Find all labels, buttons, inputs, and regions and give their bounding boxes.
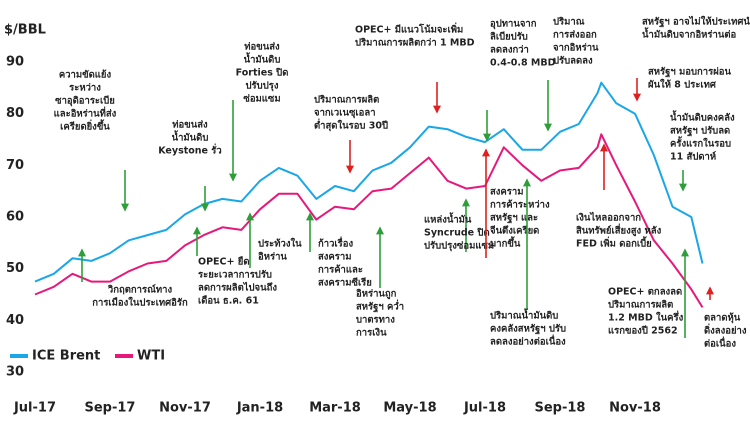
- x-tick-label: Mar-18: [309, 401, 361, 416]
- annotation-text: 11 สัปดาห์: [670, 151, 716, 163]
- annotation-text: อิหร่านถูก: [356, 289, 397, 301]
- y-tick-label: 50: [6, 261, 24, 276]
- annotation-text: มากขึ้น: [490, 236, 521, 250]
- annotation-text: สหรัฐฯ อาจไม่ให้ประเทศนำเข้า: [642, 16, 750, 28]
- y-tick-label: 80: [6, 106, 24, 121]
- annotation-text: สงคราม: [318, 252, 352, 263]
- annotation-text: ลิเบียปรับ: [490, 31, 528, 43]
- y-tick-label: 90: [6, 55, 24, 70]
- annotation-text: ปรับปรุงซ่อมแซม: [424, 240, 494, 252]
- annotation-text: สหรัฐฯ ปรับลด: [670, 125, 730, 137]
- y-tick-label: 70: [6, 158, 24, 173]
- annotation-text: สงคราม: [490, 187, 524, 198]
- annotation-text: น้ำมันดิบจากอิหร่านต่อ: [642, 27, 737, 41]
- y-axis-label: $/BBL: [4, 23, 46, 38]
- annotation-text: อุปทานจาก: [490, 18, 537, 30]
- series-line: [34, 133, 704, 308]
- annotation-text: 1.2 MBD ในครึ่ง: [608, 310, 684, 324]
- annotation-text: สหรัฐฯ และ: [490, 213, 538, 224]
- annotation-text: ปรับลดลง: [553, 55, 593, 67]
- annotation-text: เครียดยิ่งขึ้น: [60, 119, 110, 133]
- annotation-text: OPEC+ ยืด: [198, 256, 250, 268]
- annotation-text: อิหร่าน: [258, 252, 288, 263]
- x-tick-label: Sep-17: [85, 401, 136, 416]
- legend-label: ICE Brent: [32, 349, 100, 364]
- annotation-text: ท่อขนส่ง: [172, 120, 208, 131]
- x-tick-label: Jan-18: [236, 401, 283, 416]
- annotation-text: ลดลงกว่า: [490, 45, 529, 56]
- annotation-text: OPEC+ ตกลงลด: [608, 287, 682, 298]
- x-tick-label: Jul-17: [13, 401, 56, 416]
- annotation-text: ต่อเนื่อง: [704, 336, 736, 350]
- annotation-text: ซาอุดิอาระเบีย: [55, 95, 115, 107]
- annotation-text: Keystone รั่ว: [158, 143, 222, 157]
- annotation-text: ปริมาณการผลิต: [608, 299, 673, 311]
- annotation-text: น้ำมันดิบ: [244, 52, 281, 66]
- annotation-text: การส่งออก: [553, 30, 597, 41]
- annotation-text: เงินไหลออกจาก: [576, 212, 641, 224]
- series-line: [34, 81, 704, 283]
- annotation-text: ระหว่าง: [69, 83, 101, 94]
- annotation-text: ประท้วงใน: [258, 238, 302, 250]
- annotation-text: น้ำมันดิบ: [172, 130, 209, 144]
- annotation-text: ดิ่งลงอย่าง: [704, 323, 747, 337]
- annotation-text: FED เพิ่ม ดอกเบี้ย: [576, 236, 652, 250]
- annotation-text: ปริมาณ: [553, 16, 585, 28]
- annotation-text: จากอิหร่าน: [553, 43, 599, 54]
- annotation-text: ปริมาณการผลิตกว่า 1 MBD: [355, 37, 475, 49]
- annotation-text: แรกของปี 2562: [608, 325, 678, 337]
- x-tick-label: Nov-17: [159, 401, 211, 416]
- annotation-text: 0.4-0.8 MBD: [490, 58, 556, 69]
- annotation-text: วิกฤตการณ์ทาง: [107, 284, 172, 296]
- x-tick-label: Nov-18: [609, 401, 661, 416]
- x-tick-label: Jul-18: [463, 401, 506, 416]
- annotation-text: ครั้งแรกในรอบ: [670, 136, 731, 150]
- annotation-text: จีนตึงเครียด: [490, 225, 540, 237]
- annotation-text: สหรัฐฯ มอบการผ่อน: [648, 67, 732, 78]
- x-tick-label: Sep-18: [535, 401, 586, 416]
- annotation-text: ก้าวเรื่อง: [318, 236, 353, 250]
- annotation-text: ลดการผลิตไปจนถึง: [198, 282, 277, 294]
- annotation-text: และอิหร่านที่ส่ง: [54, 106, 117, 120]
- annotation-text: ท่อขนส่ง: [244, 42, 280, 53]
- annotation-text: ซ่อมแซม: [243, 94, 280, 105]
- annotation-text: สหรัฐฯ คว่ำ: [356, 299, 404, 313]
- annotation-text: น้ำมันดิบคงคลัง: [670, 110, 735, 124]
- annotation-text: การเมืองในประเทศอิรัก: [92, 297, 188, 309]
- annotation-text: OPEC+ มีแนวโน้มจะเพิ่ม: [355, 22, 463, 36]
- annotation-text: การค้าระหว่าง: [490, 199, 550, 211]
- annotation-text: บาตรทาง: [356, 315, 395, 326]
- annotation-text: ลดลงอย่างต่อเนื่อง: [490, 334, 566, 348]
- annotation-text: แหล่งน้ำมัน: [424, 212, 472, 226]
- legend-label: WTI: [137, 349, 165, 364]
- annotation-text: Forties ปิด: [236, 67, 289, 79]
- y-tick-label: 30: [6, 365, 24, 380]
- annotation-text: Syncrude ปิด: [424, 227, 490, 239]
- annotation-text: ผันให้ 8 ประเทศ: [648, 79, 717, 91]
- annotation-text: ระยะเวลาการปรับ: [198, 269, 272, 281]
- annotation-text: เดือน ธ.ค. 61: [198, 295, 259, 307]
- y-tick-label: 60: [6, 210, 24, 225]
- annotation-text: ปริมาณการผลิต: [314, 94, 379, 106]
- annotation-text: สินทรัพย์เสี่ยงสูง หลัง: [576, 223, 662, 238]
- annotation-text: ต่ำสุดในรอบ 30ปี: [314, 118, 388, 132]
- annotation-text: การค้าและ: [318, 264, 363, 276]
- annotation-text: การเงิน: [356, 328, 387, 339]
- x-tick-label: May-18: [383, 401, 436, 416]
- annotation-text: ความขัดแย้ง: [59, 69, 112, 81]
- annotation-text: สงครามซีเรีย: [318, 277, 372, 289]
- annotation-text: ปรับปรุง: [246, 80, 279, 92]
- annotation-text: คงคลังสหรัฐฯ ปรับ: [490, 323, 566, 335]
- annotation-text: จากเวเนซุเอลา: [314, 108, 376, 119]
- annotation-text: ปริมาณน้ำมันดิบ: [490, 308, 558, 322]
- annotation-text: ตลาดหุ้น: [704, 312, 741, 324]
- y-tick-label: 40: [6, 313, 24, 328]
